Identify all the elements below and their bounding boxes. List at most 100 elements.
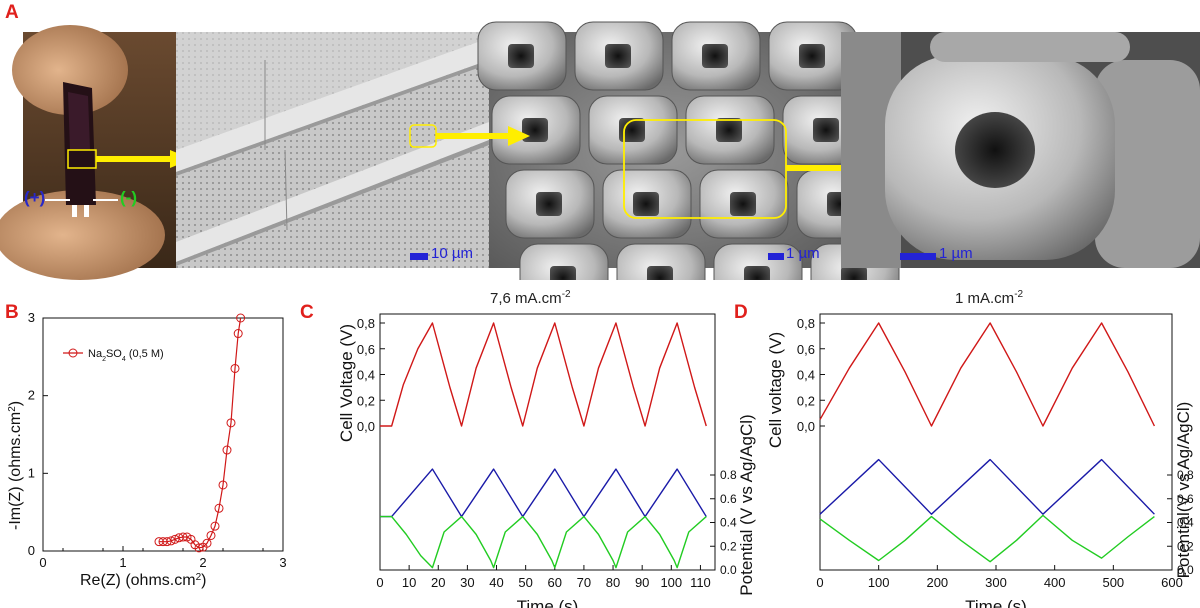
nyquist-point — [206, 530, 216, 540]
nyquist-xlabel: Re(Z) (ohms.cm2) — [80, 572, 206, 590]
cd-xtick-label: 0 — [816, 575, 823, 590]
nyquist-series-line — [159, 317, 242, 549]
sem-pillar-array — [477, 21, 900, 280]
cd-xtick-label: 400 — [1044, 575, 1066, 590]
cd-ytick-left-label: 0,4 — [797, 368, 815, 383]
cd-ytick-left-label: 0,2 — [797, 393, 815, 408]
nyquist-xtick-label: 0 — [39, 555, 46, 570]
sem-pillar-hole-9 — [633, 192, 659, 216]
nyquist-point — [170, 534, 180, 544]
panel-letter-d: D — [734, 302, 748, 323]
cd-frame — [379, 313, 716, 571]
annotation-arrowhead-2 — [508, 126, 530, 146]
cd-ytick-right-label: 0,2 — [1177, 539, 1194, 553]
cd-xtick-label: 10 — [402, 575, 416, 590]
sem-pillar-hole-15 — [841, 266, 867, 280]
panel-d-title: 1 mA.cm-2 — [955, 289, 1024, 307]
cd-xtick-label: 30 — [460, 575, 474, 590]
nyquist-point — [202, 538, 212, 548]
nyquist-legend-label: Na2SO4 (0,5 M) — [88, 348, 164, 363]
cd-ytick-right-label: 0,0 — [1177, 563, 1194, 577]
nyquist-point — [162, 537, 172, 547]
cd-ytick-right-label: 0.8 — [720, 468, 737, 482]
cd-xtick-label: 90 — [635, 575, 649, 590]
nyquist-ytick-label: 2 — [28, 388, 35, 403]
cd-xtick-label: 20 — [431, 575, 445, 590]
cd-ytick-left-label: 0,4 — [357, 368, 375, 383]
cd-ytick-right-label: 0.0 — [720, 563, 737, 577]
cd-ytick-left-label: 0,8 — [797, 316, 815, 331]
cd-ytick-right-label: 0,4 — [1177, 516, 1194, 530]
device-photo — [0, 25, 176, 280]
cd-ylabel-right: Potential (V vs Ag/AgCl) — [737, 414, 756, 595]
scale-bar-1 — [410, 253, 428, 260]
scale-bar-3 — [900, 253, 936, 260]
cd-xtick-label: 110 — [690, 575, 711, 590]
nyquist-ytick-label: 1 — [28, 465, 35, 480]
sem-pillar-hole-0 — [508, 44, 534, 68]
cd-ytick-left-label: 0,2 — [357, 393, 375, 408]
nyquist-point — [226, 418, 236, 428]
cd-xtick-label: 600 — [1161, 575, 1183, 590]
cd-xtick-label: 0 — [376, 575, 383, 590]
sem-pillar-hole-10 — [730, 192, 756, 216]
nyquist-xtick-label: 1 — [119, 555, 126, 570]
sem-pillar-hole-4 — [522, 118, 548, 142]
cd-xtick-label: 40 — [489, 575, 503, 590]
nyquist-point — [233, 329, 243, 339]
cd-ytick-right-label: 0,8 — [1177, 468, 1194, 482]
cd-ylabel-left: Cell Voltage (V) — [337, 324, 356, 442]
sem-pillar-hole-7 — [813, 118, 839, 142]
nyquist-point — [210, 521, 220, 531]
cd-xtick-label: 300 — [985, 575, 1007, 590]
nyquist-plot: 0 1 2 3 0 1 2 3 Re(Z) (ohms.cm2) -Im(Z) (ohms.cm2… — [7, 310, 287, 590]
nyquist-point — [178, 532, 188, 542]
cd-xlabel: Time (s) — [965, 597, 1027, 608]
charge-discharge-plot-c: 0 10 20 30 40 50 60 70 80 90 100 110 0,0 0,2 0,4 0,6 0,8… — [337, 313, 756, 608]
nyquist-xtick-label: 2 — [199, 555, 206, 570]
cd-ylabel-left: Cell voltage (V) — [766, 332, 785, 448]
cd-ytick-right-label: 0,6 — [1177, 492, 1194, 506]
cd-series-0 — [819, 322, 1156, 427]
nyquist-legend-marker — [68, 348, 78, 358]
cd-xtick-label: 80 — [606, 575, 620, 590]
sem-pillar-13 — [616, 243, 706, 280]
sem-pillar-hole-12 — [550, 266, 576, 280]
nyquist-point — [222, 445, 232, 455]
nyquist-frame — [42, 317, 284, 552]
scale-bar-label-1: 10 µm — [431, 245, 473, 262]
sem-overview — [176, 32, 489, 268]
scale-bar-2 — [768, 253, 784, 260]
negative-terminal-label: (-) — [120, 188, 137, 207]
sem-pillar-hole-13 — [647, 266, 673, 280]
cd-xtick-label: 500 — [1102, 575, 1124, 590]
cd-ytick-right-label: 0.4 — [720, 516, 737, 530]
scale-bar-label-3: 1 µm — [939, 245, 973, 262]
sem-pillar-hole-3 — [799, 44, 825, 68]
cd-ytick-right-label: 0.2 — [720, 539, 737, 553]
sem-pillar-hole-6 — [716, 118, 742, 142]
micrograph-strip — [0, 21, 1200, 280]
nyquist-xtick-label: 3 — [279, 555, 286, 570]
panel-letter-c: C — [300, 302, 314, 323]
cd-series-2 — [819, 514, 1155, 563]
sem-pillar-12 — [519, 243, 609, 280]
cd-ylabel-right: Potential(V vs Ag/AgCl) — [1174, 402, 1193, 579]
cd-ytick-right-label: 0.6 — [720, 492, 737, 506]
cd-ytick-left-label: 0,0 — [797, 419, 815, 434]
sem-pillar-hole-8 — [536, 192, 562, 216]
sem-single-pillar — [841, 32, 1200, 268]
nyquist-point — [218, 480, 228, 490]
cd-ytick-left-label: 0,6 — [797, 342, 815, 357]
panel-letter-a: A — [5, 2, 19, 23]
cd-xtick-label: 70 — [577, 575, 591, 590]
nyquist-point — [230, 363, 240, 373]
cd-xlabel: Time (s) — [517, 597, 579, 608]
sem-pillar-hole-14 — [744, 266, 770, 280]
sem-pillar-hole-1 — [605, 44, 631, 68]
nyquist-ytick-label: 3 — [28, 310, 35, 325]
sem-pillar-hole-5 — [619, 118, 645, 142]
sem-pillar-hole-2 — [702, 44, 728, 68]
cd-ytick-left-label: 0,0 — [357, 419, 375, 434]
cd-series-2 — [380, 515, 707, 569]
